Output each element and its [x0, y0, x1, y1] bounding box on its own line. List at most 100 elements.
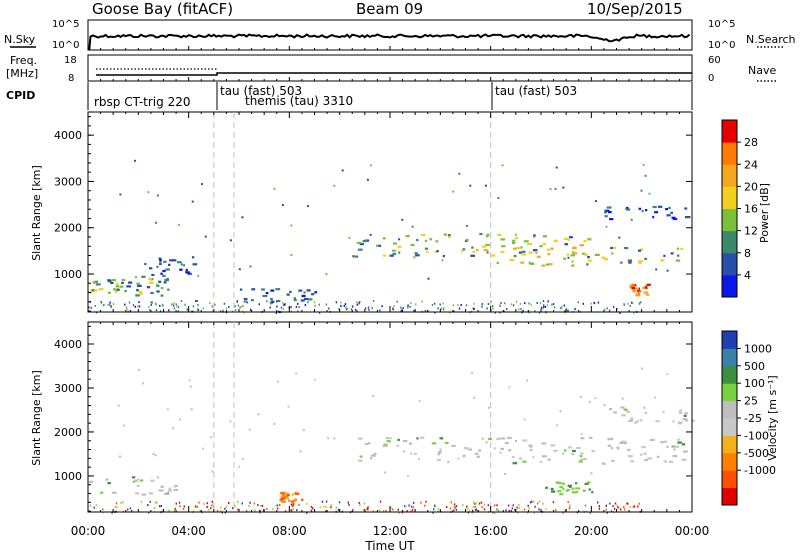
power-scatter-cell	[110, 281, 114, 284]
velocity-clutter-cell	[272, 507, 274, 510]
power-scatter-cell	[607, 211, 612, 214]
velocity-scatter-cell	[281, 500, 286, 503]
power-scatter-cell	[134, 276, 138, 279]
velocity-isolated-cell	[154, 454, 157, 457]
power-scatter-cell	[171, 259, 177, 262]
power-scatter-cell	[159, 260, 162, 263]
power-scatter-cell	[496, 261, 499, 264]
power-clutter-cell	[407, 304, 409, 307]
power-scatter-cell	[160, 294, 164, 297]
power-scatter-cell	[243, 298, 248, 301]
velocity-clutter-cell	[220, 510, 222, 513]
velocity-scatter-cell	[291, 493, 295, 496]
velocity-scatter-cell	[619, 441, 624, 444]
velocity-scatter-cell	[656, 455, 660, 458]
velocity-clutter-cell	[397, 508, 399, 511]
power-clutter-cell	[242, 305, 244, 308]
power-clutter-cell	[499, 304, 501, 307]
power-scatter-cell	[486, 251, 489, 254]
power-scatter-cell	[657, 205, 663, 208]
power-clutter-cell	[473, 308, 475, 310]
power-scatter-cell	[587, 256, 590, 259]
velocity-clutter-cell	[536, 502, 539, 505]
beam-title: Beam 09	[356, 0, 423, 18]
velocity-y-tick-label: 2000	[54, 426, 82, 439]
power-clutter-cell	[112, 303, 115, 305]
velocity-clutter-cell	[527, 511, 529, 514]
velocity-scatter-cell	[382, 445, 388, 448]
power-scatter-cell	[654, 211, 659, 214]
power-scatter-cell	[311, 293, 315, 296]
power-clutter-cell	[225, 307, 228, 310]
velocity-clutter-cell	[496, 504, 498, 507]
power-clutter-cell	[481, 303, 483, 305]
power-scatter-cell	[643, 291, 648, 294]
power-clutter-cell	[209, 302, 211, 305]
power-panel	[87, 111, 693, 313]
velocity-clutter-cell	[310, 505, 313, 508]
velocity-clutter-cell	[409, 510, 412, 513]
power-clutter-cell	[340, 305, 342, 307]
velocity-scatter-cell	[644, 411, 648, 415]
power-scatter-cell	[646, 283, 651, 286]
velocity-clutter-cell	[183, 505, 185, 508]
velocity-clutter-cell	[516, 506, 518, 509]
velocity-scatter-cell	[620, 406, 625, 409]
power-scatter-cell	[582, 252, 586, 255]
velocity-clutter-cell	[224, 511, 227, 514]
velocity-scatter-cell	[373, 452, 377, 455]
velocity-scatter-cell	[550, 444, 556, 447]
power-clutter-cell	[295, 305, 298, 308]
velocity-clutter-cell	[237, 500, 239, 503]
power-clutter-cell	[460, 304, 462, 306]
power-clutter-cell	[149, 308, 151, 311]
velocity-clutter-cell	[406, 510, 408, 513]
power-scatter-cell	[270, 298, 273, 301]
power-scatter-cell	[509, 259, 515, 262]
velocity-clutter-cell	[278, 503, 281, 506]
velocity-scatter-cell	[522, 439, 528, 442]
velocity-clutter-cell	[115, 502, 118, 505]
velocity-colorbar-tick-label: -100	[744, 429, 769, 442]
velocity-clutter-cell	[210, 507, 212, 510]
power-clutter-cell	[623, 303, 625, 305]
velocity-scatter-cell	[621, 414, 626, 417]
power-clutter-cell	[110, 305, 112, 307]
velocity-clutter-cell	[224, 507, 226, 510]
power-scatter-cell	[638, 260, 643, 263]
power-scatter-cell	[356, 241, 362, 244]
x-tick-label: 08:00	[272, 524, 307, 538]
power-scatter-cell	[672, 217, 678, 221]
power-clutter-cell	[627, 302, 629, 305]
power-clutter-cell	[490, 300, 492, 303]
power-isolated-cell	[398, 238, 401, 241]
velocity-scatter-cell	[644, 459, 648, 462]
x-tick-label: 00:00	[71, 524, 106, 538]
power-clutter-cell	[258, 303, 260, 306]
velocity-clutter-cell	[533, 511, 535, 514]
velocity-scatter-cell	[282, 493, 286, 496]
velocity-clutter-cell	[366, 507, 368, 510]
velocity-scatter-cell	[640, 453, 643, 456]
power-colorbar-tick-label: 4	[744, 269, 751, 282]
velocity-isolated-cell	[640, 367, 643, 370]
velocity-scatter-cell	[358, 459, 363, 462]
velocity-colorbar-swatch	[722, 365, 737, 384]
power-clutter-cell	[553, 306, 556, 309]
velocity-isolated-cell	[257, 413, 260, 416]
power-scatter-cell	[124, 290, 127, 293]
power-scatter-cell	[652, 216, 655, 219]
power-clutter-cell	[177, 306, 180, 309]
velocity-scatter-cell	[643, 406, 646, 409]
power-clutter-cell	[196, 308, 199, 311]
x-tick-labels: 00:00 04:00 08:00 12:00 16:00 20:00 00:00	[71, 524, 710, 538]
power-clutter-cell	[159, 310, 162, 313]
power-scatter-cell	[262, 294, 268, 298]
velocity-scatter-cell	[410, 452, 413, 455]
power-clutter-cell	[202, 307, 204, 310]
power-clutter-cell	[472, 307, 474, 310]
velocity-scatter-cell	[436, 458, 441, 462]
power-clutter-cell	[134, 305, 136, 308]
power-scatter-cell	[553, 239, 558, 242]
power-scatter-cell	[644, 286, 647, 289]
